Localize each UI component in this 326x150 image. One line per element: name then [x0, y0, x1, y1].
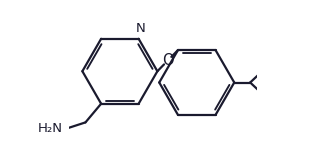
Text: N: N — [136, 22, 145, 35]
Text: O: O — [162, 53, 173, 68]
Text: H₂N: H₂N — [38, 122, 63, 135]
